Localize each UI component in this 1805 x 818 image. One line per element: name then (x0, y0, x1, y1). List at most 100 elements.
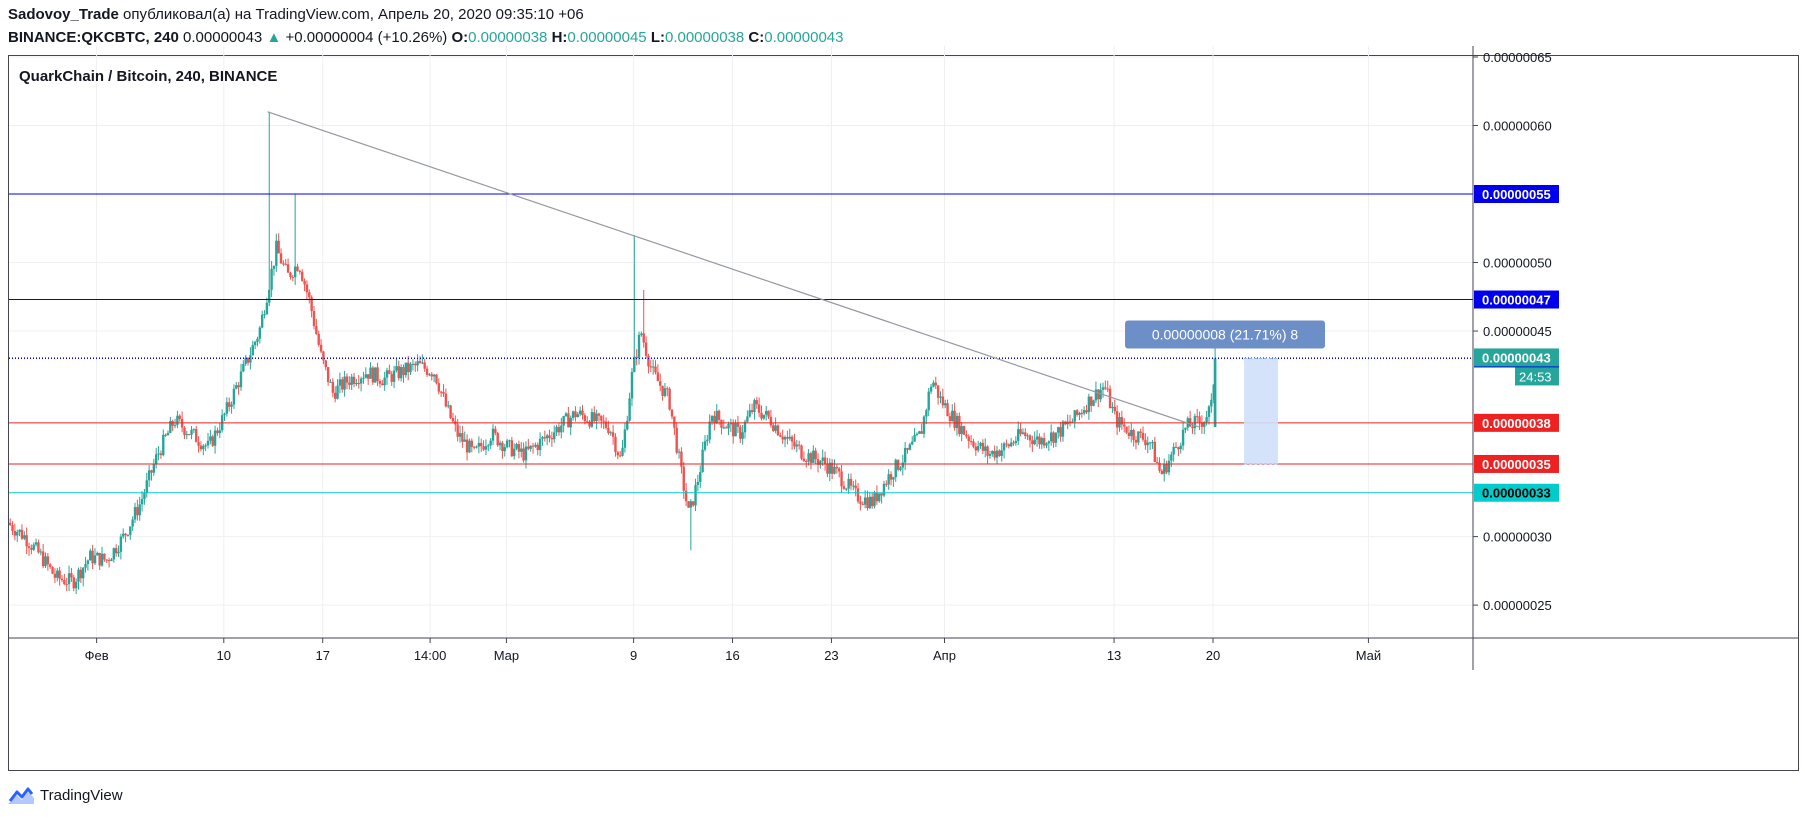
candle (673, 416, 676, 436)
candle-body (574, 411, 577, 418)
candle (114, 544, 118, 557)
footer[interactable]: TradingView (8, 786, 123, 804)
candle (336, 379, 339, 400)
candle-body (835, 466, 839, 469)
candle-body (49, 564, 52, 567)
candle (180, 411, 184, 433)
tradingview-brand[interactable]: TradingView (40, 786, 123, 804)
candle-body (477, 442, 481, 447)
open-value: 0.00000038 (468, 29, 548, 46)
x-tick-label: Мар (494, 648, 519, 663)
candle-body (67, 573, 71, 585)
candle (173, 418, 177, 429)
candle (894, 458, 897, 482)
candle (581, 405, 584, 420)
candle (955, 412, 959, 436)
candle-body (498, 442, 502, 446)
candle-body (800, 445, 803, 459)
level-label: 0.00000038 (1482, 416, 1551, 431)
candle (543, 430, 547, 442)
candle-body (854, 485, 857, 489)
candle-body (216, 430, 219, 434)
candle (345, 373, 349, 390)
candle-body (423, 362, 426, 369)
candle-body (929, 386, 933, 392)
candle (1073, 410, 1076, 429)
candle-body (567, 413, 570, 428)
candle-body (908, 444, 912, 450)
candle-body (369, 367, 372, 379)
x-tick-label: Май (1356, 648, 1381, 663)
candle (416, 354, 419, 372)
candle-body (875, 492, 879, 502)
candle (58, 566, 61, 586)
candle-body (315, 325, 318, 334)
candle (228, 397, 231, 412)
candle (232, 384, 236, 409)
candle-body (790, 436, 794, 442)
candle (720, 419, 723, 435)
x-tick-label: 17 (315, 648, 329, 663)
candle-body (404, 362, 408, 376)
candle-body (329, 381, 332, 383)
candle (185, 430, 189, 440)
candle (145, 472, 148, 498)
candle (1019, 422, 1022, 437)
candle (512, 443, 516, 460)
candle (687, 500, 690, 508)
candle-body (378, 381, 382, 384)
candle (746, 410, 749, 423)
candle (699, 465, 702, 489)
candle (988, 450, 992, 459)
candle (934, 376, 937, 389)
candle-body (1172, 446, 1175, 455)
y-tick-label: 0.00000060 (1483, 118, 1552, 133)
author-name[interactable]: Sadovoy_Trade (8, 6, 119, 23)
candle-body (18, 529, 21, 532)
candle (1151, 439, 1154, 449)
candle-body (1104, 387, 1107, 389)
candle-body (548, 435, 551, 438)
candle (967, 434, 970, 449)
candle (371, 366, 375, 385)
candle-body (1042, 438, 1046, 446)
candle (291, 274, 295, 282)
candle-body (826, 464, 829, 474)
candle-body (960, 426, 963, 435)
candle (41, 543, 45, 569)
candle (197, 436, 200, 453)
level-label-bg (1474, 185, 1559, 203)
candle (444, 388, 448, 408)
candle (1066, 414, 1069, 430)
candle (503, 443, 506, 457)
candle-body (1198, 416, 1201, 423)
candle-body (936, 385, 940, 398)
candle-body (503, 447, 506, 452)
candle-body (129, 526, 132, 535)
candle (143, 488, 146, 505)
candle (74, 578, 78, 594)
candle-body (350, 376, 353, 385)
candle-body (578, 410, 582, 415)
candle (244, 354, 247, 366)
candle-body (948, 416, 952, 421)
candle (341, 376, 344, 393)
candle-body (614, 436, 617, 453)
candle-body (213, 430, 217, 446)
candle-body (767, 410, 770, 417)
candle-body (432, 374, 436, 377)
candle-body (724, 427, 728, 429)
candle (696, 474, 700, 492)
candle-body (439, 391, 443, 393)
candle (866, 490, 869, 511)
candle (140, 491, 144, 512)
candle-body (1009, 442, 1013, 447)
level-label: 0.00000033 (1482, 486, 1551, 501)
candle (600, 415, 603, 428)
candle-body (232, 388, 236, 405)
candle-body (411, 363, 415, 365)
candle-body (79, 569, 83, 579)
candle-body (282, 263, 285, 265)
candle (237, 382, 240, 395)
